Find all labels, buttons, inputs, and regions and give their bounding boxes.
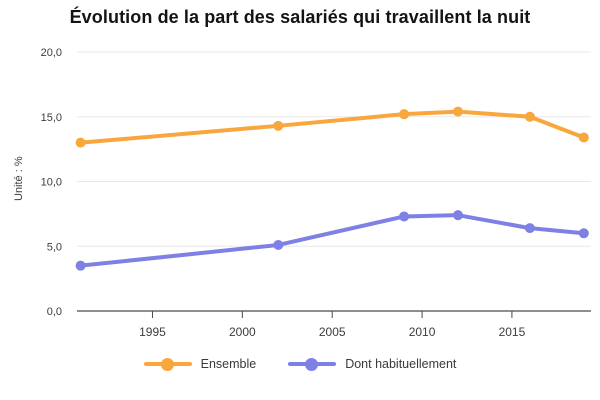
legend-dot-swatch bbox=[305, 357, 319, 371]
x-tick-label: 2000 bbox=[229, 325, 256, 339]
data-point[interactable] bbox=[578, 132, 589, 143]
data-point[interactable] bbox=[273, 120, 284, 131]
data-point[interactable] bbox=[399, 109, 410, 120]
series-line-0 bbox=[78, 109, 586, 145]
series-line-1 bbox=[78, 213, 586, 268]
data-point[interactable] bbox=[453, 106, 464, 117]
y-tick-label: 5,0 bbox=[47, 241, 62, 253]
chart-legend: Ensemble Dont habituellement bbox=[0, 357, 600, 371]
x-tick-label: 2010 bbox=[409, 325, 436, 339]
legend-item-ensemble[interactable]: Ensemble bbox=[143, 357, 257, 371]
x-tick-label: 2005 bbox=[319, 325, 346, 339]
data-point[interactable] bbox=[578, 228, 589, 239]
data-point[interactable] bbox=[75, 260, 86, 271]
y-tick-label: 10,0 bbox=[41, 177, 62, 189]
data-point[interactable] bbox=[399, 211, 410, 222]
data-point[interactable] bbox=[273, 239, 284, 250]
legend-label: Ensemble bbox=[200, 357, 257, 371]
legend-line-marker-icon bbox=[288, 357, 337, 371]
x-tick-label: 2015 bbox=[499, 325, 526, 339]
data-point[interactable] bbox=[524, 111, 535, 122]
data-point[interactable] bbox=[75, 137, 86, 148]
y-tick-label: 0,0 bbox=[47, 306, 62, 318]
y-tick-label: 20,0 bbox=[41, 47, 62, 59]
legend-dot-swatch bbox=[160, 357, 174, 371]
chart-title: Évolution de la part des salariés qui tr… bbox=[69, 7, 531, 27]
legend-item-dont-habituellement[interactable]: Dont habituellement bbox=[288, 357, 456, 371]
legend-label: Dont habituellement bbox=[345, 357, 457, 371]
legend-line-marker-icon bbox=[143, 357, 192, 371]
y-tick-label: 15,0 bbox=[41, 112, 62, 124]
x-tick-label: 1995 bbox=[139, 325, 166, 339]
data-point[interactable] bbox=[453, 210, 464, 221]
data-point[interactable] bbox=[524, 223, 535, 234]
